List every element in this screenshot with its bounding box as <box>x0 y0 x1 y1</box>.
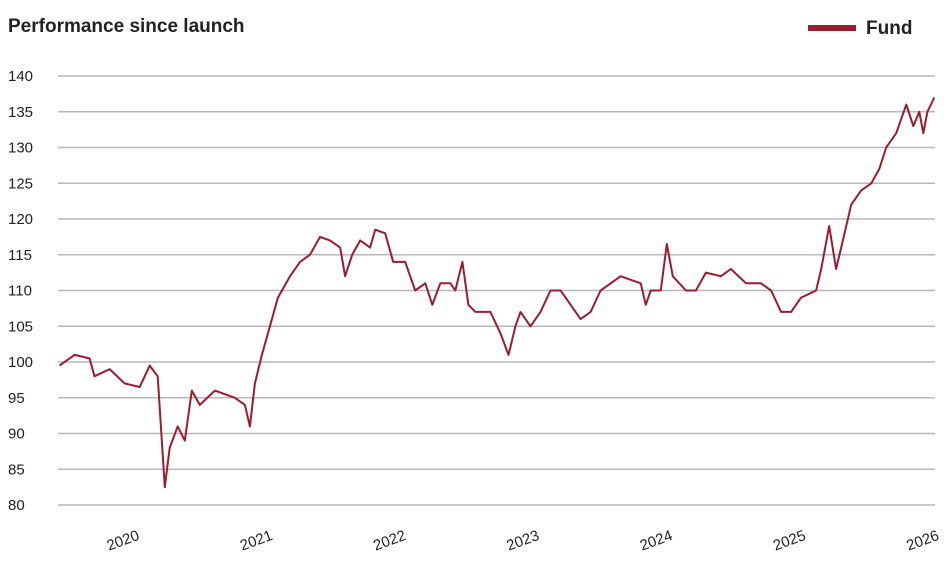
y-tick-label: 125 <box>8 175 33 192</box>
x-tick-label: 2020 <box>105 527 142 554</box>
y-tick-label: 85 <box>8 461 25 478</box>
y-tick-label: 120 <box>8 211 33 228</box>
chart-title: Performance since launch <box>8 16 245 37</box>
x-tick-label: 2025 <box>771 527 808 554</box>
y-tick-label: 130 <box>8 140 33 157</box>
x-tick-label: 2022 <box>371 527 408 554</box>
x-tick-label: 2023 <box>504 527 541 554</box>
y-tick-label: 80 <box>8 497 25 514</box>
x-tick-label: 2026 <box>904 527 941 554</box>
line-series <box>58 97 936 489</box>
legend-label: Fund <box>866 18 912 39</box>
y-tick-label: 140 <box>8 68 33 85</box>
y-tick-label: 110 <box>8 283 32 300</box>
x-tick-label: 2024 <box>638 527 675 554</box>
y-tick-label: 105 <box>8 318 33 335</box>
y-tick-label: 100 <box>8 354 33 371</box>
y-tick-label: 90 <box>8 426 25 443</box>
y-tick-label: 135 <box>8 104 33 121</box>
x-tick-label: 2021 <box>238 527 275 554</box>
y-tick-label: 95 <box>8 390 25 407</box>
y-tick-label: 115 <box>8 247 32 264</box>
